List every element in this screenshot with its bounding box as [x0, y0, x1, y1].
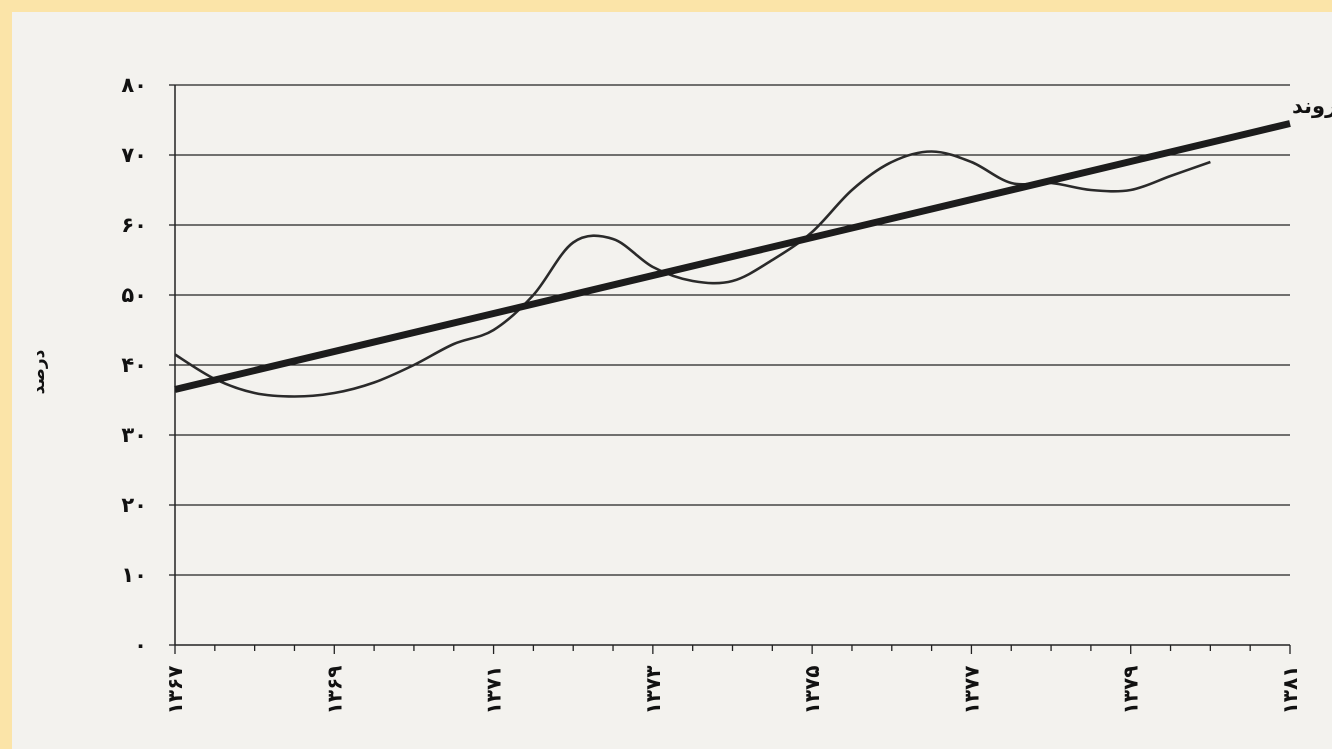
series-layer [174, 120, 1291, 398]
y-tick-label: ۰ [134, 633, 147, 657]
y-tick-label: ۵۰ [121, 283, 147, 307]
data-line [174, 150, 1211, 398]
trend-line-annotation: خط روند [1292, 94, 1332, 118]
x-tick-label: ۱۳۸۱ [1278, 666, 1302, 715]
y-tick-label: ۱۰ [121, 563, 147, 587]
x-tick-label: ۱۳۷۵ [800, 666, 824, 715]
y-tick-label: ۷۰ [121, 143, 147, 167]
x-tick-label: ۱۳۷۷ [959, 666, 983, 715]
y-tick-label: ۶۰ [121, 213, 147, 237]
chart-paper [12, 12, 1332, 749]
y-tick-label: ۲۰ [121, 493, 147, 517]
y-axis-label: درصد [29, 349, 49, 394]
trend-line [174, 120, 1291, 393]
y-tick-label: ۸۰ [121, 73, 147, 97]
x-tick-label: ۱۳۷۹ [1119, 666, 1143, 715]
x-tick-label: ۱۳۶۷ [163, 666, 187, 715]
y-tick-label: ۳۰ [121, 423, 147, 447]
gridlines [175, 84, 1290, 576]
x-tick-label: ۱۳۷۱ [482, 666, 506, 715]
y-tick-label: ۴۰ [121, 353, 147, 377]
x-tick-label: ۱۳۶۹ [322, 666, 346, 715]
axes [169, 84, 1291, 654]
tick-labels: ۰ ۱۰ ۲۰ ۳۰ ۴۰ ۵۰ ۶۰ ۷۰ ۸۰ ۱۳۶۷ ۱۳۶۹ ۱۳۷۱ ۱۳۷۳ ۱۳۷۵ ۱۳۷… [121, 73, 1302, 714]
x-tick-label: ۱۳۷۳ [641, 666, 665, 715]
